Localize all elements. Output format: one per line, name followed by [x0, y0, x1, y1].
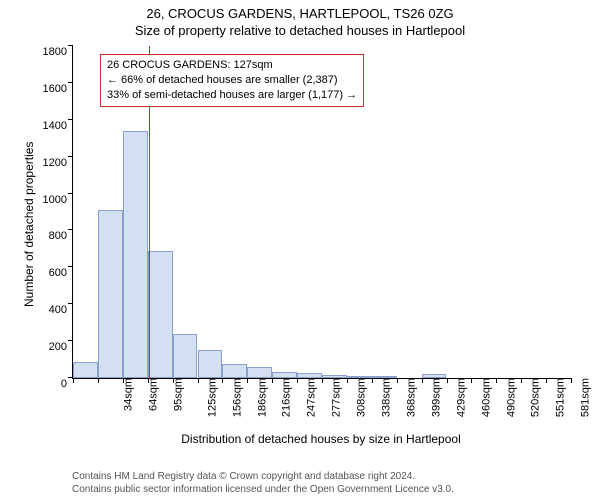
x-axis-label: Distribution of detached houses by size … — [72, 432, 570, 446]
x-tick-label: 95sqm — [168, 378, 184, 411]
histogram-bar — [98, 210, 123, 378]
footer-line: Contains HM Land Registry data © Crown c… — [72, 470, 454, 483]
x-tick-label: 551sqm — [551, 378, 567, 417]
x-tick-label: 520sqm — [526, 378, 542, 417]
x-tick-label: 429sqm — [451, 378, 467, 417]
y-axis-label: Number of detached properties — [22, 142, 36, 307]
histogram-bar — [222, 364, 247, 378]
footer-line: Contains public sector information licen… — [72, 483, 454, 496]
y-tick-label: 1600 — [43, 83, 73, 95]
histogram-bar — [247, 367, 272, 378]
x-tick-label: 186sqm — [252, 378, 268, 417]
chart-container: 26, CROCUS GARDENS, HARTLEPOOL, TS26 0ZG… — [0, 0, 600, 500]
page-title: 26, CROCUS GARDENS, HARTLEPOOL, TS26 0ZG — [0, 0, 600, 21]
y-tick-label: 200 — [49, 341, 73, 353]
y-tick-label: 600 — [49, 267, 73, 279]
annotation-line: 26 CROCUS GARDENS: 127sqm — [107, 58, 357, 73]
x-tick-label: 34sqm — [119, 378, 135, 411]
x-tick-label: 216sqm — [277, 378, 293, 417]
x-tick-label: 156sqm — [227, 378, 243, 417]
x-tick-label: 125sqm — [202, 378, 218, 417]
page-subtitle: Size of property relative to detached ho… — [0, 21, 600, 38]
x-tick-label: 368sqm — [402, 378, 418, 417]
x-tick-label: 64sqm — [143, 378, 159, 411]
x-tick-label: 247sqm — [302, 378, 318, 417]
x-tick-label: 581sqm — [576, 378, 592, 417]
x-tick-label: 338sqm — [377, 378, 393, 417]
y-tick-label: 0 — [61, 378, 73, 390]
histogram-bar — [148, 251, 173, 378]
y-tick-label: 1400 — [43, 120, 73, 132]
x-tick-label: 460sqm — [476, 378, 492, 417]
histogram-bar — [123, 131, 148, 378]
annotation-line: ← 66% of detached houses are smaller (2,… — [107, 73, 357, 88]
y-tick-label: 1800 — [43, 46, 73, 58]
x-tick-label: 277sqm — [327, 378, 343, 417]
histogram-bar — [173, 334, 198, 378]
footer-attribution: Contains HM Land Registry data © Crown c… — [72, 470, 454, 496]
histogram-bar — [198, 350, 223, 378]
x-tick-label: 399sqm — [427, 378, 443, 417]
y-tick-label: 400 — [49, 304, 73, 316]
x-tick-label: 490sqm — [501, 378, 517, 417]
y-tick-label: 1000 — [43, 194, 73, 206]
histogram-bar — [73, 362, 98, 378]
y-tick-label: 800 — [49, 230, 73, 242]
annotation-box: 26 CROCUS GARDENS: 127sqm← 66% of detach… — [100, 54, 364, 107]
annotation-line: 33% of semi-detached houses are larger (… — [107, 88, 357, 103]
x-tick-label: 308sqm — [352, 378, 368, 417]
y-tick-label: 1200 — [43, 157, 73, 169]
